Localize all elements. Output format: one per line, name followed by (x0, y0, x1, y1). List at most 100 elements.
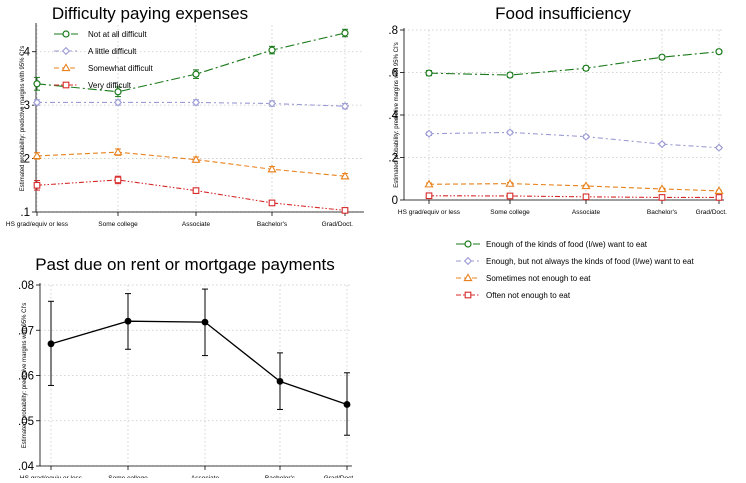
difficulty-very-difficult-point (192, 187, 200, 194)
food-sometimes-not-enough-to-eat-point (657, 184, 667, 193)
difficulty-not-at-all-difficult-point (192, 70, 200, 78)
food-often-not-enough-to-eat-point (582, 193, 590, 201)
pastdue-ytick-label: .06 (18, 371, 34, 383)
food-sometimes-not-enough-to-eat-point (424, 179, 434, 188)
food-legend-label: Enough, but not always the kinds of food… (486, 257, 694, 266)
pastdue-title: Past due on rent or mortgage payments (35, 255, 335, 274)
difficulty-a-little-difficult-line (37, 101, 346, 107)
difficulty-title: Difficulty paying expenses (52, 4, 248, 23)
difficulty-xtick-label: Grad/Doct. (322, 221, 354, 228)
food-sometimes-not-enough-to-eat-line (428, 183, 720, 192)
pastdue-ytick-label: .08 (18, 280, 34, 292)
difficulty-ytick-label: .2 (20, 154, 30, 166)
food-sometimes-not-enough-to-eat-point (505, 178, 515, 187)
pastdue-ytick-label: .05 (18, 416, 34, 428)
difficulty-very-difficult-point (114, 176, 122, 184)
difficulty-a-little-difficult-point (340, 102, 350, 111)
food-often-not-enough-to-eat-point (425, 192, 433, 200)
food-often-not-enough-to-eat-point (715, 194, 723, 201)
food-legend-label: Often not enough to eat (486, 291, 571, 300)
difficulty-ytick-label: .1 (20, 207, 30, 219)
food-title: Food insufficiency (495, 4, 631, 23)
food-ytick-label: .2 (388, 153, 398, 165)
pastdue-ytick-label: .04 (18, 461, 35, 473)
food-ytick-label: .4 (388, 110, 398, 122)
difficulty-xtick-label: Bachelor's (257, 221, 288, 228)
difficulty-somewhat-difficult-point (340, 171, 350, 180)
difficulty-very-difficult-point (33, 181, 41, 189)
difficulty-legend-label: Not at all difficult (88, 30, 147, 39)
difficulty-a-little-difficult-point (113, 98, 123, 107)
food-xtick-label: Associate (572, 209, 601, 216)
pastdue-past-due-on-rent-or-mortgage-payments-point (47, 340, 55, 348)
food-enough-of-the-kinds-of-food-i-we-want-to-eat-point (506, 71, 514, 79)
pastdue-past-due-on-rent-or-mortgage-payments-point (124, 317, 132, 325)
difficulty-very-difficult-point (341, 207, 349, 214)
food-xtick-label: HS grad/equiv or less (398, 209, 461, 216)
food-often-not-enough-to-eat-line (428, 195, 719, 198)
food-enough-but-not-always-the-kinds-of-food-i-we-want-to-eat-point (424, 129, 434, 138)
food-enough-but-not-always-the-kinds-of-food-i-we-want-to-eat-point (505, 128, 515, 137)
difficulty-legend-marker (62, 81, 70, 89)
food-xtick-label: Grad/Doct. (696, 209, 728, 216)
difficulty-legend-marker (61, 46, 71, 56)
pastdue-ytick-label: .07 (18, 325, 34, 337)
difficulty-ylabel: Estimated probability: predictive margin… (20, 46, 26, 192)
food-enough-but-not-always-the-kinds-of-food-i-we-want-to-eat-line (428, 131, 720, 149)
food-enough-but-not-always-the-kinds-of-food-i-we-want-to-eat-point (657, 140, 667, 149)
food-often-not-enough-to-eat-point (658, 194, 666, 201)
difficulty-ytick-label: .4 (20, 47, 30, 59)
difficulty-not-at-all-difficult-point (114, 88, 122, 96)
food-ytick-label: .6 (388, 68, 398, 80)
food-sometimes-not-enough-to-eat-point (714, 186, 724, 195)
food-legend-marker (463, 273, 473, 282)
food-enough-of-the-kinds-of-food-i-we-want-to-eat-point (658, 53, 666, 61)
food-enough-of-the-kinds-of-food-i-we-want-to-eat-point (425, 69, 433, 77)
food-legend-marker (463, 256, 473, 266)
pastdue-past-due-on-rent-or-mortgage-payments-point (343, 401, 351, 408)
pastdue-past-due-on-rent-or-mortgage-payments-line (50, 320, 348, 406)
food-enough-but-not-always-the-kinds-of-food-i-we-want-to-eat-point (714, 143, 724, 152)
difficulty-xtick-label: Some college (98, 221, 138, 228)
food-ytick-label: .8 (388, 25, 398, 37)
difficulty-not-at-all-difficult-point (33, 80, 41, 88)
pastdue-past-due-on-rent-or-mortgage-payments-point (276, 377, 284, 385)
difficulty-very-difficult-point (268, 199, 276, 207)
difficulty-xtick-label: HS grad/equiv or less (6, 221, 69, 228)
food-sometimes-not-enough-to-eat-point (581, 181, 591, 190)
difficulty-legend-label: Somewhat difficult (88, 64, 154, 73)
difficulty-legend-label: A little difficult (88, 47, 137, 56)
difficulty-somewhat-difficult-point (32, 151, 42, 160)
food-enough-of-the-kinds-of-food-i-we-want-to-eat-line (428, 51, 720, 76)
food-legend-label: Sometimes not enough to eat (486, 274, 591, 283)
difficulty-somewhat-difficult-point (191, 154, 201, 163)
food-ylabel: Estimated probability: predictive margin… (394, 42, 400, 188)
difficulty-legend-marker (61, 63, 71, 72)
food-often-not-enough-to-eat-point (506, 192, 514, 200)
difficulty-somewhat-difficult-point (267, 164, 277, 173)
food-enough-of-the-kinds-of-food-i-we-want-to-eat-point (582, 64, 590, 72)
difficulty-not-at-all-difficult-point (268, 46, 276, 54)
difficulty-not-at-all-difficult-line (36, 32, 346, 93)
difficulty-a-little-difficult-point (191, 98, 201, 107)
difficulty-somewhat-difficult-line (36, 151, 346, 177)
difficulty-legend-marker (62, 30, 70, 38)
food-legend-marker (464, 240, 472, 248)
difficulty-ytick-label: .3 (20, 100, 30, 112)
pastdue-past-due-on-rent-or-mortgage-payments-point (201, 318, 209, 326)
food-enough-of-the-kinds-of-food-i-we-want-to-eat-point (715, 48, 723, 56)
difficulty-a-little-difficult-point (267, 99, 277, 108)
difficulty-very-difficult-line (36, 179, 346, 211)
difficulty-xtick-label: Associate (182, 221, 211, 228)
food-xtick-label: Some college (490, 209, 530, 216)
difficulty-legend-label: Very difficult (88, 81, 132, 90)
difficulty-not-at-all-difficult-point (341, 29, 349, 37)
food-legend-marker (464, 291, 472, 299)
food-legend-label: Enough of the kinds of food (I/we) want … (486, 240, 648, 249)
pastdue-ylabel: Estimated probability: predictive margin… (22, 303, 28, 449)
food-ytick-label: 0 (392, 195, 398, 207)
food-enough-but-not-always-the-kinds-of-food-i-we-want-to-eat-point (581, 132, 591, 141)
difficulty-a-little-difficult-point (32, 98, 42, 107)
